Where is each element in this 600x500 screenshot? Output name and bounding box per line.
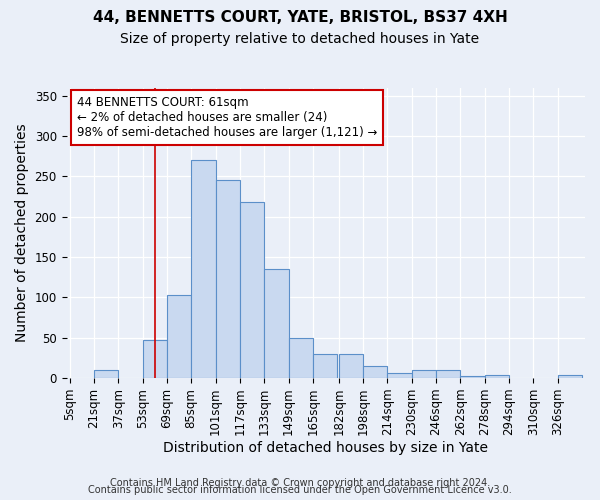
X-axis label: Distribution of detached houses by size in Yate: Distribution of detached houses by size … [163, 441, 488, 455]
Text: Size of property relative to detached houses in Yate: Size of property relative to detached ho… [121, 32, 479, 46]
Bar [338, 354, 363, 378]
Text: 44 BENNETTS COURT: 61sqm
← 2% of detached houses are smaller (24)
98% of semi-de: 44 BENNETTS COURT: 61sqm ← 2% of detache… [77, 96, 377, 139]
Bar [240, 202, 264, 378]
Bar [215, 180, 240, 378]
Text: 44, BENNETTS COURT, YATE, BRISTOL, BS37 4XH: 44, BENNETTS COURT, YATE, BRISTOL, BS37 … [92, 10, 508, 25]
Bar [313, 354, 337, 378]
Bar [557, 375, 582, 378]
Bar [143, 340, 167, 378]
Bar [412, 370, 436, 378]
Bar [460, 376, 485, 378]
Bar [289, 338, 313, 378]
Bar [388, 374, 412, 378]
Bar [436, 370, 460, 378]
Y-axis label: Number of detached properties: Number of detached properties [15, 124, 29, 342]
Bar [191, 160, 215, 378]
Text: Contains HM Land Registry data © Crown copyright and database right 2024.: Contains HM Land Registry data © Crown c… [110, 478, 490, 488]
Bar [363, 366, 388, 378]
Text: Contains public sector information licensed under the Open Government Licence v3: Contains public sector information licen… [88, 485, 512, 495]
Bar [264, 269, 289, 378]
Bar [94, 370, 118, 378]
Bar [485, 375, 509, 378]
Bar [167, 295, 191, 378]
